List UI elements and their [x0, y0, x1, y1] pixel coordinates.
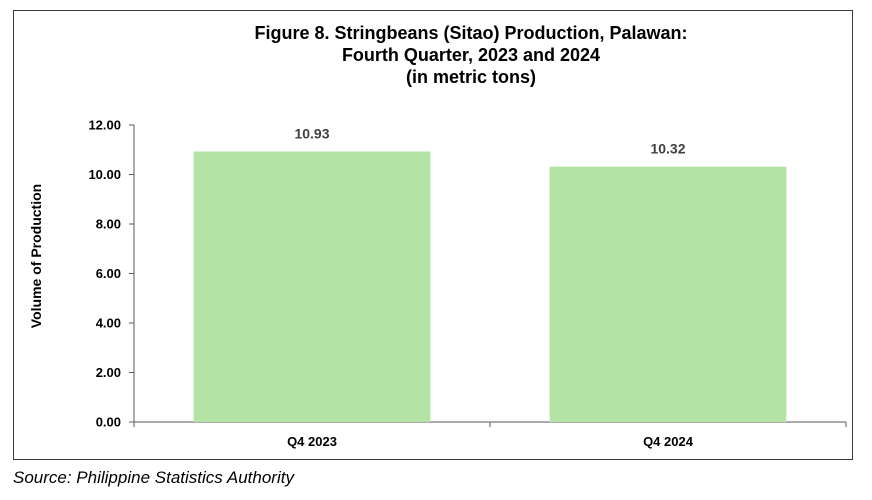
chart-title: Figure 8. Stringbeans (Sitao) Production…: [254, 23, 687, 87]
y-tick-label: 2.00: [96, 365, 121, 380]
plot-area: 0.00 2.00 4.00 6.00 8.00 10.00 12.00 10.93 Q4 20…: [88, 118, 847, 449]
y-tick-label: 10.00: [88, 167, 121, 182]
data-label: 10.32: [650, 141, 685, 157]
chart-frame: Figure 8. Stringbeans (Sitao) Production…: [13, 10, 853, 460]
bar: [193, 151, 431, 423]
chart-title-line-3: (in metric tons): [406, 67, 536, 87]
source-note: Source: Philippine Statistics Authority: [13, 468, 294, 487]
y-tick-label: 8.00: [96, 217, 121, 232]
y-tick-label: 0.00: [96, 415, 121, 430]
x-category-label: Q4 2023: [287, 434, 337, 449]
y-axis-title: Volume of Production: [28, 184, 44, 328]
chart-title-line-1: Figure 8. Stringbeans (Sitao) Production…: [254, 23, 687, 43]
bar: [549, 166, 787, 422]
y-tick-label: 6.00: [96, 266, 121, 281]
chart-title-line-2: Fourth Quarter, 2023 and 2024: [342, 45, 600, 65]
bar-chart: Figure 8. Stringbeans (Sitao) Production…: [28, 23, 847, 449]
y-tick-label: 4.00: [96, 316, 121, 331]
data-label: 10.93: [294, 125, 329, 141]
x-category-label: Q4 2024: [643, 434, 694, 449]
y-tick-label: 12.00: [88, 118, 121, 133]
